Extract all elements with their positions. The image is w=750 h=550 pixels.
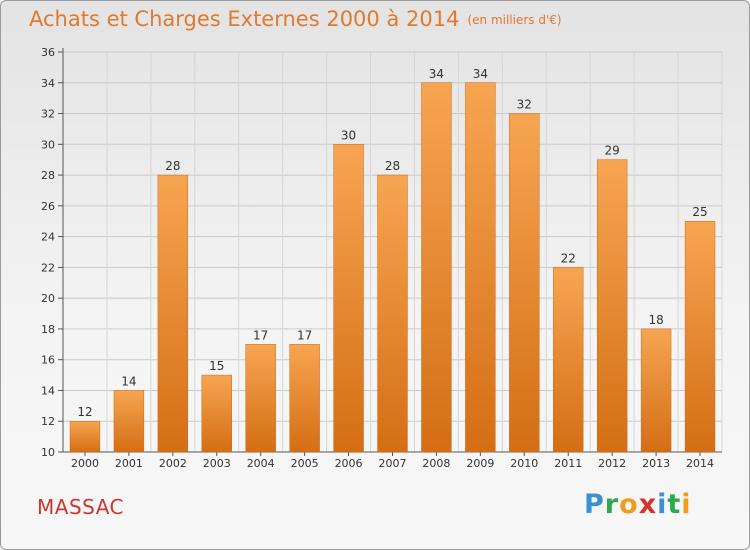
data-label: 17 [297, 328, 312, 342]
y-tick-label: 18 [41, 323, 55, 336]
data-label: 15 [209, 359, 224, 373]
data-label: 28 [165, 159, 180, 173]
x-tick-label: 2009 [466, 457, 494, 470]
proxiti-logo: Proxiti [584, 489, 692, 520]
logo-letter: o [619, 489, 639, 520]
bar [509, 113, 540, 453]
data-label: 14 [121, 374, 136, 388]
x-tick-label: 2004 [247, 457, 275, 470]
bar [201, 374, 232, 453]
data-label: 17 [253, 328, 268, 342]
data-label: 34 [429, 67, 444, 81]
x-tick-label: 2006 [335, 457, 363, 470]
bar [69, 420, 101, 453]
bar [289, 344, 320, 453]
logo-letter: i [681, 489, 692, 520]
logo-letter: P [584, 489, 605, 520]
chart-title-text: Achats et Charges Externes 2000 à 2014 [29, 7, 460, 31]
logo-letter: t [667, 489, 682, 520]
data-label: 25 [692, 205, 707, 219]
data-label: 18 [648, 313, 663, 327]
y-tick-label: 10 [41, 446, 55, 459]
bar [157, 174, 189, 453]
x-tick-label: 2011 [554, 457, 582, 470]
data-label: 29 [605, 144, 620, 158]
data-label: 34 [473, 67, 488, 81]
data-label: 30 [341, 128, 356, 142]
bar [113, 390, 145, 453]
bar [684, 220, 716, 453]
data-label: 12 [77, 405, 92, 419]
y-tick-label: 20 [41, 292, 55, 305]
logo-letter: i [657, 489, 668, 520]
y-tick-label: 30 [41, 138, 55, 151]
x-tick-label: 2008 [422, 457, 450, 470]
logo-letter: x [638, 489, 658, 520]
x-tick-label: 2007 [379, 457, 407, 470]
x-tick-label: 2014 [686, 457, 714, 470]
data-label: 32 [517, 98, 532, 112]
y-tick-label: 22 [41, 261, 55, 274]
y-tick-label: 16 [41, 354, 55, 367]
y-tick-label: 14 [41, 384, 55, 397]
y-tick-label: 34 [41, 77, 55, 90]
x-tick-label: 2001 [115, 457, 143, 470]
x-tick-label: 2000 [71, 457, 99, 470]
data-label: 22 [561, 251, 576, 265]
chart-title: Achats et Charges Externes 2000 à 2014 (e… [29, 7, 562, 31]
bar [553, 267, 584, 453]
logo-letter: r [604, 489, 620, 520]
bar [333, 144, 364, 453]
y-tick-label: 36 [41, 46, 55, 59]
commune-name: MASSAC [37, 495, 124, 519]
x-tick-label: 2005 [291, 457, 319, 470]
y-tick-label: 26 [41, 200, 55, 213]
bar [377, 174, 408, 453]
data-label: 28 [385, 159, 400, 173]
chart-subtitle: (en milliers d'€) [467, 13, 562, 27]
x-tick-label: 2010 [510, 457, 538, 470]
bar [640, 328, 672, 453]
bar [421, 82, 452, 453]
y-tick-label: 28 [41, 169, 55, 182]
x-tick-label: 2002 [159, 457, 187, 470]
y-tick-label: 24 [41, 231, 55, 244]
bar [596, 159, 628, 453]
bar [245, 344, 276, 453]
data-labels: 12 14 28 15 17 17 30 28 34 34 32 22 29 18 25 [77, 67, 707, 419]
axes: 10 12 14 16 18 20 22 24 26 28 30 32 34 36 2000 2001 2002… [41, 46, 722, 470]
bars [69, 82, 716, 453]
y-tick-label: 12 [41, 415, 55, 428]
y-tick-label: 32 [41, 108, 55, 121]
x-tick-label: 2013 [642, 457, 670, 470]
bar [465, 82, 496, 453]
x-tick-label: 2003 [203, 457, 231, 470]
x-tick-label: 2012 [598, 457, 626, 470]
